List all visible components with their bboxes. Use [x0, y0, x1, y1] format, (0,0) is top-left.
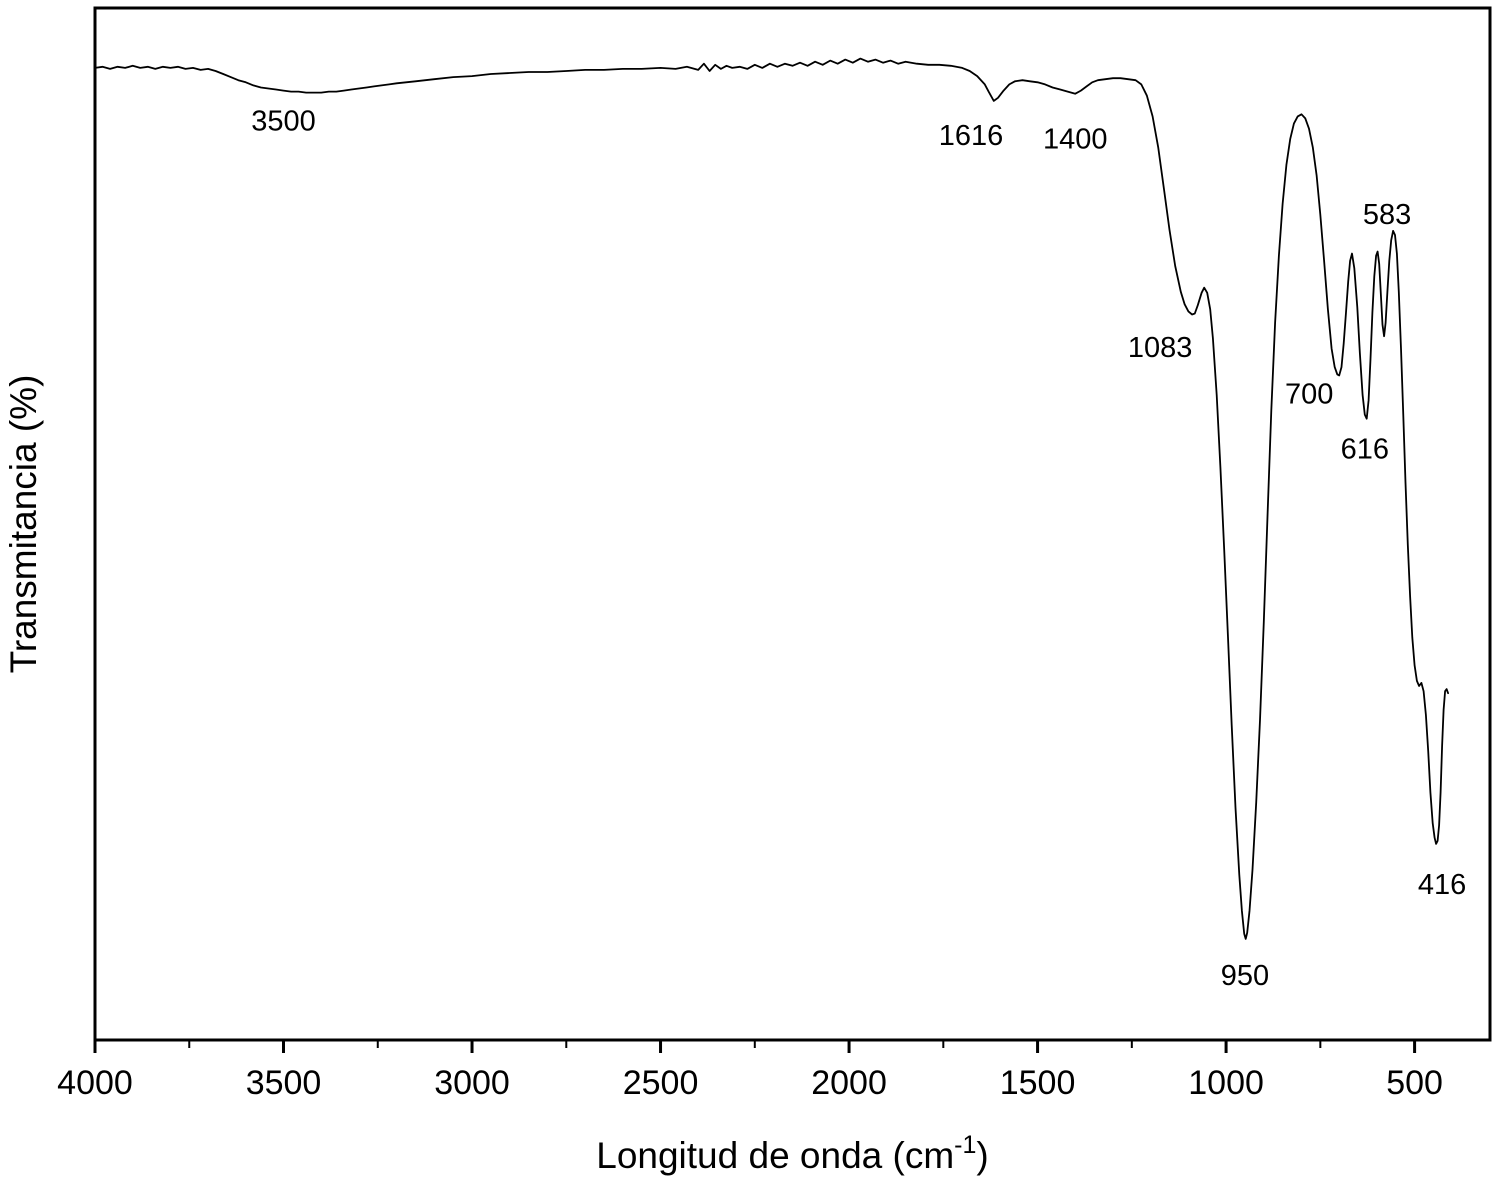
x-tick-label: 1500: [1000, 1064, 1076, 1102]
x-tick-label: 4000: [57, 1064, 133, 1102]
peak-label-3500: 3500: [251, 106, 316, 138]
peak-label-1616: 1616: [939, 120, 1004, 152]
peak-label-616: 616: [1341, 434, 1389, 466]
x-tick-label: 1000: [1188, 1064, 1264, 1102]
plot-frame: [93, 6, 1492, 1042]
peak-label-416: 416: [1418, 869, 1466, 901]
plot-frame-group: [93, 6, 1492, 1042]
x-tick-label: 500: [1386, 1064, 1443, 1102]
peak-label-1400: 1400: [1043, 124, 1108, 156]
x-tick-label: 3500: [246, 1064, 322, 1102]
spectrum-curve: [94, 57, 1449, 940]
x-axis-label: Longitud de onda (cm-1): [596, 1131, 988, 1176]
x-tick-label: 2500: [623, 1064, 699, 1102]
axis-labels: Longitud de onda (cm-1) Transmitancia (%): [3, 375, 989, 1176]
peak-label-950: 950: [1221, 960, 1269, 992]
peak-label-700: 700: [1285, 378, 1333, 410]
spectrum-trace: [94, 57, 1449, 940]
y-axis-label: Transmitancia (%): [3, 375, 44, 674]
x-tick-label: 3000: [434, 1064, 510, 1102]
peak-label-583: 583: [1363, 199, 1411, 231]
peak-label-1083: 1083: [1128, 332, 1193, 364]
x-axis-ticks: 4000 3500 3000 2500 2000 1500 1000 500: [57, 1040, 1443, 1102]
x-tick-label: 2000: [811, 1064, 887, 1102]
